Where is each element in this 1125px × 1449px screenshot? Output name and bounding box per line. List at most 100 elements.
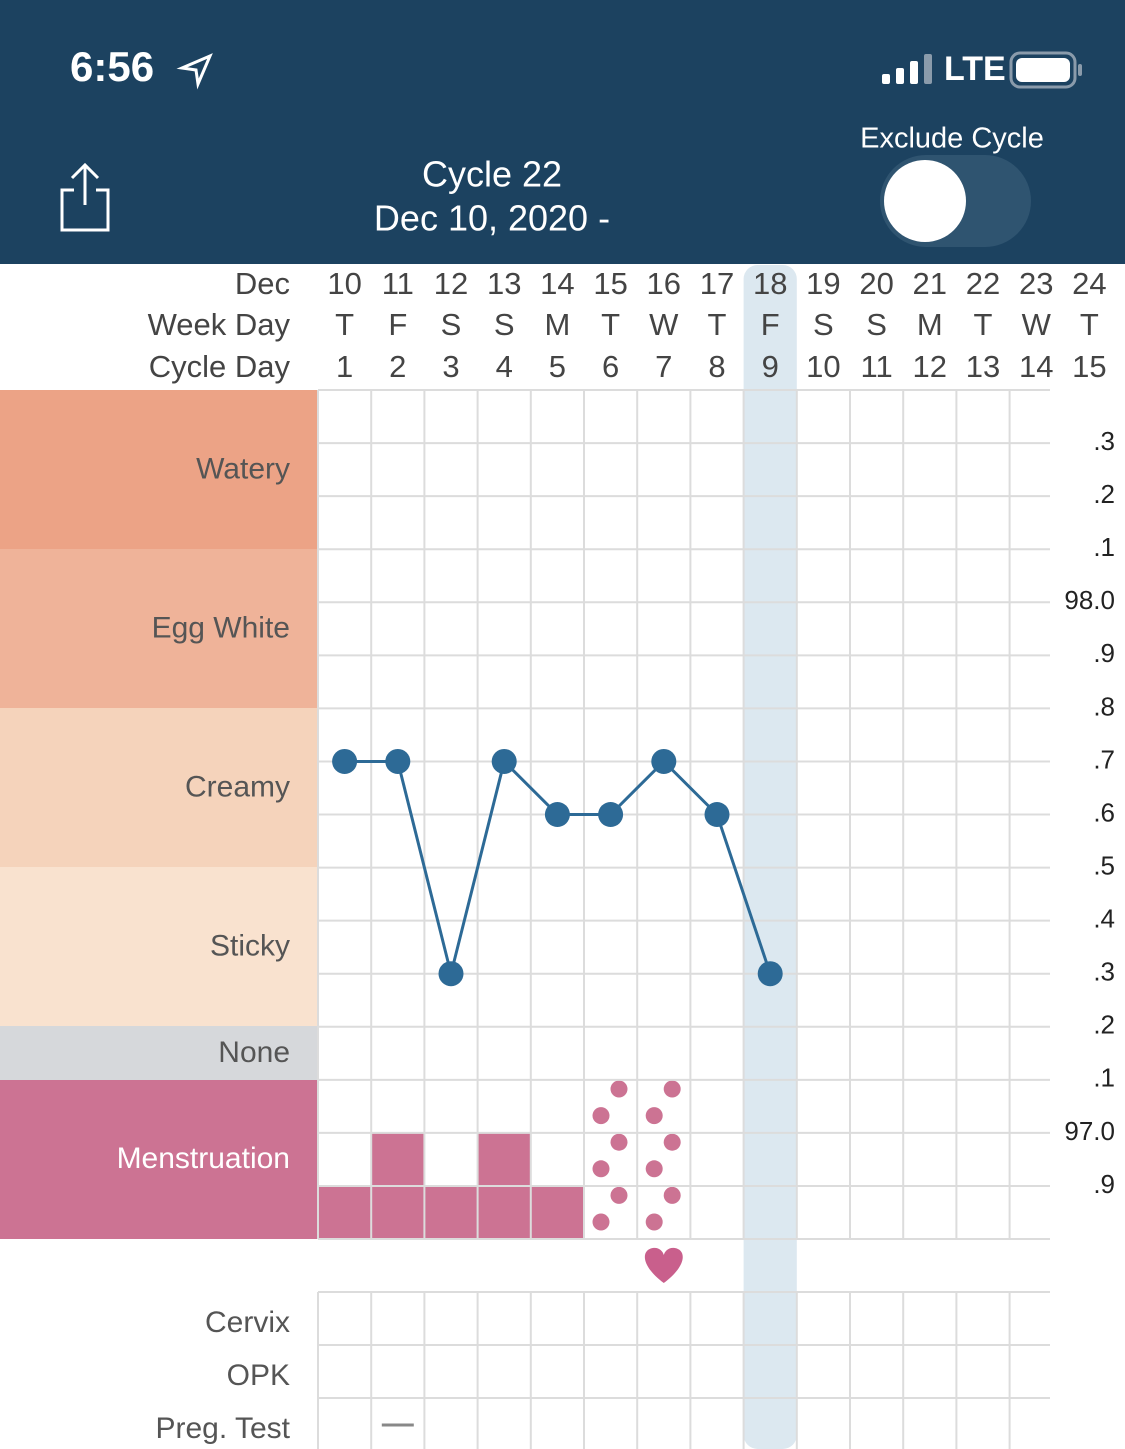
- weekday-label: T: [1080, 307, 1099, 342]
- cycle-day-label: 8: [708, 349, 725, 384]
- toggle-label: Exclude Cycle: [860, 123, 1044, 155]
- weekday-label: T: [708, 307, 727, 342]
- spotting-dot: [592, 1107, 610, 1125]
- location-icon: [176, 53, 213, 90]
- row-label: Cycle Day: [149, 349, 291, 384]
- cycle-day-label: 14: [1019, 349, 1053, 384]
- date-label: 19: [806, 266, 840, 301]
- cycle-day-label: 12: [913, 349, 947, 384]
- temp-tick-label: .9: [1093, 1169, 1115, 1199]
- temperature-point: [757, 961, 783, 987]
- cycle-day-label: 10: [806, 349, 840, 384]
- spotting-dot: [645, 1213, 663, 1231]
- temp-tick-label: .2: [1093, 479, 1115, 509]
- cycle-day-label: 9: [762, 349, 779, 384]
- temp-tick-label: 98.0: [1064, 585, 1115, 615]
- temp-tick-label: .7: [1093, 744, 1115, 774]
- date-label: 13: [487, 266, 521, 301]
- date-label: 16: [647, 266, 681, 301]
- temperature-point: [598, 802, 624, 827]
- cycle-day-label: 5: [549, 349, 566, 384]
- weekday-label: S: [441, 307, 462, 342]
- temp-tick-label: .2: [1093, 1010, 1115, 1040]
- cycle-title: Cycle 22: [422, 154, 562, 195]
- temp-tick-label: .3: [1093, 957, 1115, 987]
- mucus-label: None: [218, 1036, 290, 1069]
- mucus-label: Sticky: [210, 929, 290, 962]
- today-column: [743, 265, 797, 1449]
- date-label: 18: [753, 266, 787, 301]
- temp-tick-label: .3: [1093, 426, 1115, 456]
- signal-icon: [882, 54, 932, 84]
- temperature-point: [651, 748, 677, 774]
- weekday-label: T: [335, 307, 354, 342]
- mucus-label: Creamy: [185, 770, 290, 803]
- weekday-label: W: [1022, 307, 1052, 342]
- status-time: 6:56: [70, 43, 154, 90]
- bottom-row-label: Cervix: [205, 1306, 290, 1339]
- label-panel: [0, 390, 318, 1239]
- temp-tick-label: 97.0: [1064, 1116, 1115, 1146]
- network-label: LTE: [944, 50, 1006, 88]
- temperature-point: [332, 748, 358, 774]
- temperature-point: [544, 802, 570, 827]
- cycle-day-label: 11: [861, 349, 893, 384]
- heart-icon: [644, 1247, 683, 1283]
- cycle-day-label: 4: [496, 349, 513, 384]
- flow-bar: [318, 1186, 372, 1239]
- weekday-label: T: [601, 307, 620, 342]
- cycle-day-label: 2: [389, 349, 406, 384]
- date-label: 17: [700, 266, 734, 301]
- spotting-dot: [610, 1186, 628, 1204]
- cycle-day-label: 3: [442, 349, 459, 384]
- spotting-dot: [645, 1107, 663, 1125]
- date-label: 20: [859, 266, 893, 301]
- spotting-dot: [592, 1213, 610, 1231]
- date-label: 11: [382, 266, 414, 301]
- spotting-dot: [663, 1186, 681, 1204]
- date-label: 12: [434, 266, 468, 301]
- spotting-dot: [663, 1133, 681, 1151]
- date-label: 22: [966, 266, 1000, 301]
- weekday-label: T: [974, 307, 993, 342]
- date-label: 21: [913, 266, 947, 301]
- temp-tick-label: .6: [1093, 797, 1115, 827]
- menstruation-label: Menstruation: [117, 1142, 290, 1175]
- temp-tick-label: .5: [1093, 850, 1115, 880]
- bottom-row-label: Preg. Test: [155, 1412, 290, 1445]
- temp-tick-label: .9: [1093, 638, 1115, 668]
- date-label: 24: [1072, 266, 1106, 301]
- cycle-day-label: 1: [336, 349, 353, 384]
- share-button[interactable]: [60, 162, 110, 232]
- cycle-day-label: 13: [966, 349, 1000, 384]
- temp-tick-label: .8: [1093, 691, 1115, 721]
- temp-tick-label: .1: [1093, 532, 1115, 562]
- weekday-label: W: [649, 307, 679, 342]
- spotting-dot: [610, 1080, 628, 1098]
- spotting-dot: [663, 1080, 681, 1098]
- temperature-point: [438, 961, 464, 987]
- cycle-day-label: 7: [655, 349, 672, 384]
- date-label: 23: [1019, 266, 1053, 301]
- spotting-dot: [645, 1160, 663, 1178]
- date-label: 10: [327, 266, 361, 301]
- month-label: Dec: [235, 266, 290, 301]
- row-label: Week Day: [148, 307, 291, 342]
- flow-bar: [530, 1186, 584, 1239]
- weekday-label: S: [494, 307, 515, 342]
- weekday-label: S: [813, 307, 834, 342]
- date-label: 14: [540, 266, 574, 301]
- temperature-point: [491, 748, 517, 774]
- date-label: 15: [593, 266, 627, 301]
- cycle-dates: Dec 10, 2020 -: [374, 198, 610, 239]
- weekday-label: M: [917, 307, 943, 342]
- mucus-label: Egg White: [152, 611, 290, 644]
- spotting-dot: [592, 1160, 610, 1178]
- weekday-label: F: [388, 307, 407, 342]
- cycle-day-label: 15: [1072, 349, 1106, 384]
- temp-tick-label: .4: [1093, 904, 1115, 934]
- temp-tick-label: .1: [1093, 1063, 1115, 1093]
- exclude-toggle[interactable]: [880, 155, 1031, 247]
